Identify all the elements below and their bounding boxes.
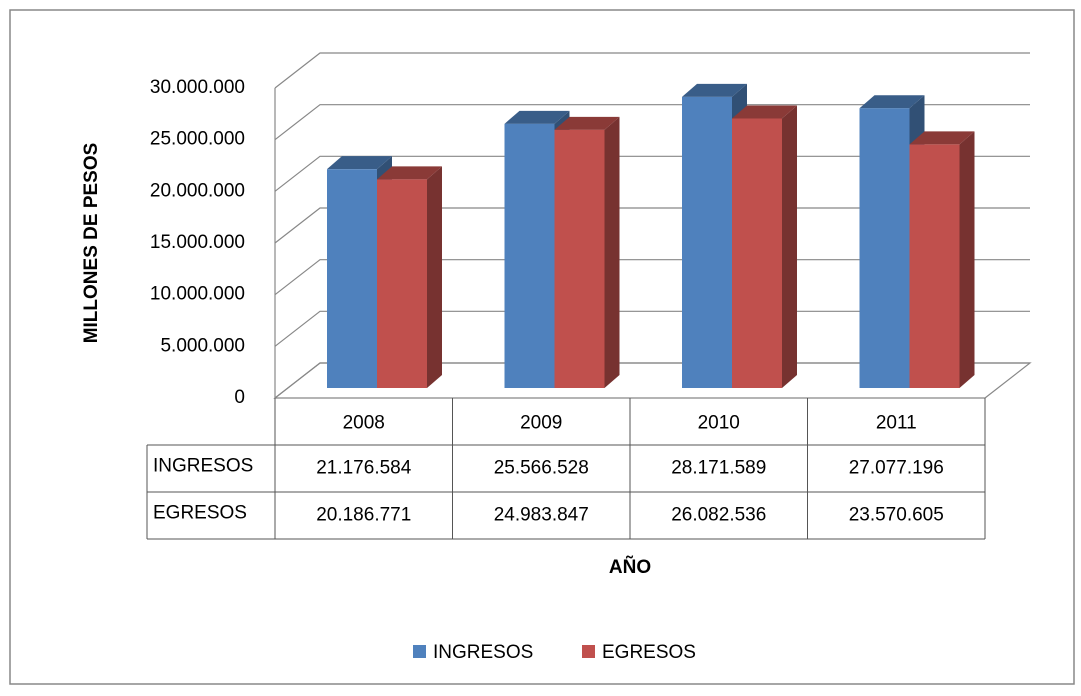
table-row-label: INGRESOS [153, 456, 253, 477]
legend-swatch [413, 645, 426, 658]
bar-side [782, 105, 797, 388]
bar-side [427, 166, 442, 388]
table-value: 24.983.847 [494, 505, 589, 526]
grid-line [274, 52, 1030, 89]
bar-top [504, 110, 570, 124]
x-tick-label: 2011 [876, 413, 917, 434]
y-tick-label: 25.000.000 [150, 129, 245, 150]
bar-top [859, 95, 925, 109]
table-value: 20.186.771 [316, 505, 411, 526]
x-tick-label: 2010 [698, 413, 740, 434]
bar [682, 96, 732, 388]
y-tick-label: 30.000.000 [150, 77, 245, 98]
bar [732, 118, 782, 388]
bar-top [327, 156, 392, 170]
bar [909, 144, 960, 388]
table-row-label: EGRESOS [153, 503, 247, 524]
bar-top [377, 166, 442, 180]
bar [859, 108, 910, 389]
bar [504, 123, 555, 388]
bar [377, 179, 427, 388]
bar-top [554, 116, 620, 130]
legend-label: INGRESOS [433, 642, 533, 663]
table-value: 27.077.196 [849, 458, 944, 479]
bar-side [604, 116, 620, 388]
bar-top [682, 83, 747, 97]
table-value: 23.570.605 [849, 505, 944, 526]
table-value: 28.171.589 [671, 458, 766, 479]
y-tick-label: 20.000.000 [150, 180, 245, 201]
x-tick-label: 2009 [520, 413, 562, 434]
bar [327, 169, 377, 388]
y-tick-label: 10.000.000 [150, 284, 245, 305]
y-tick-label: 5.000.000 [160, 335, 245, 356]
bar [554, 129, 605, 388]
x-tick-label: 2008 [343, 413, 385, 434]
x-axis-label: AÑO [609, 556, 651, 578]
grid-line [274, 104, 1030, 141]
y-tick-label: 15.000.000 [150, 232, 245, 253]
bar-side [959, 131, 975, 389]
y-axis-label: MILLONES DE PESOS [81, 143, 102, 344]
legend-swatch [582, 645, 595, 658]
bar-top [732, 105, 797, 119]
bar-top [909, 131, 975, 145]
table-value: 21.176.584 [316, 458, 412, 479]
legend-label: EGRESOS [602, 642, 696, 663]
y-tick-label: 0 [234, 387, 245, 408]
table-value: 25.566.528 [494, 458, 589, 479]
table-value: 26.082.536 [671, 505, 766, 526]
